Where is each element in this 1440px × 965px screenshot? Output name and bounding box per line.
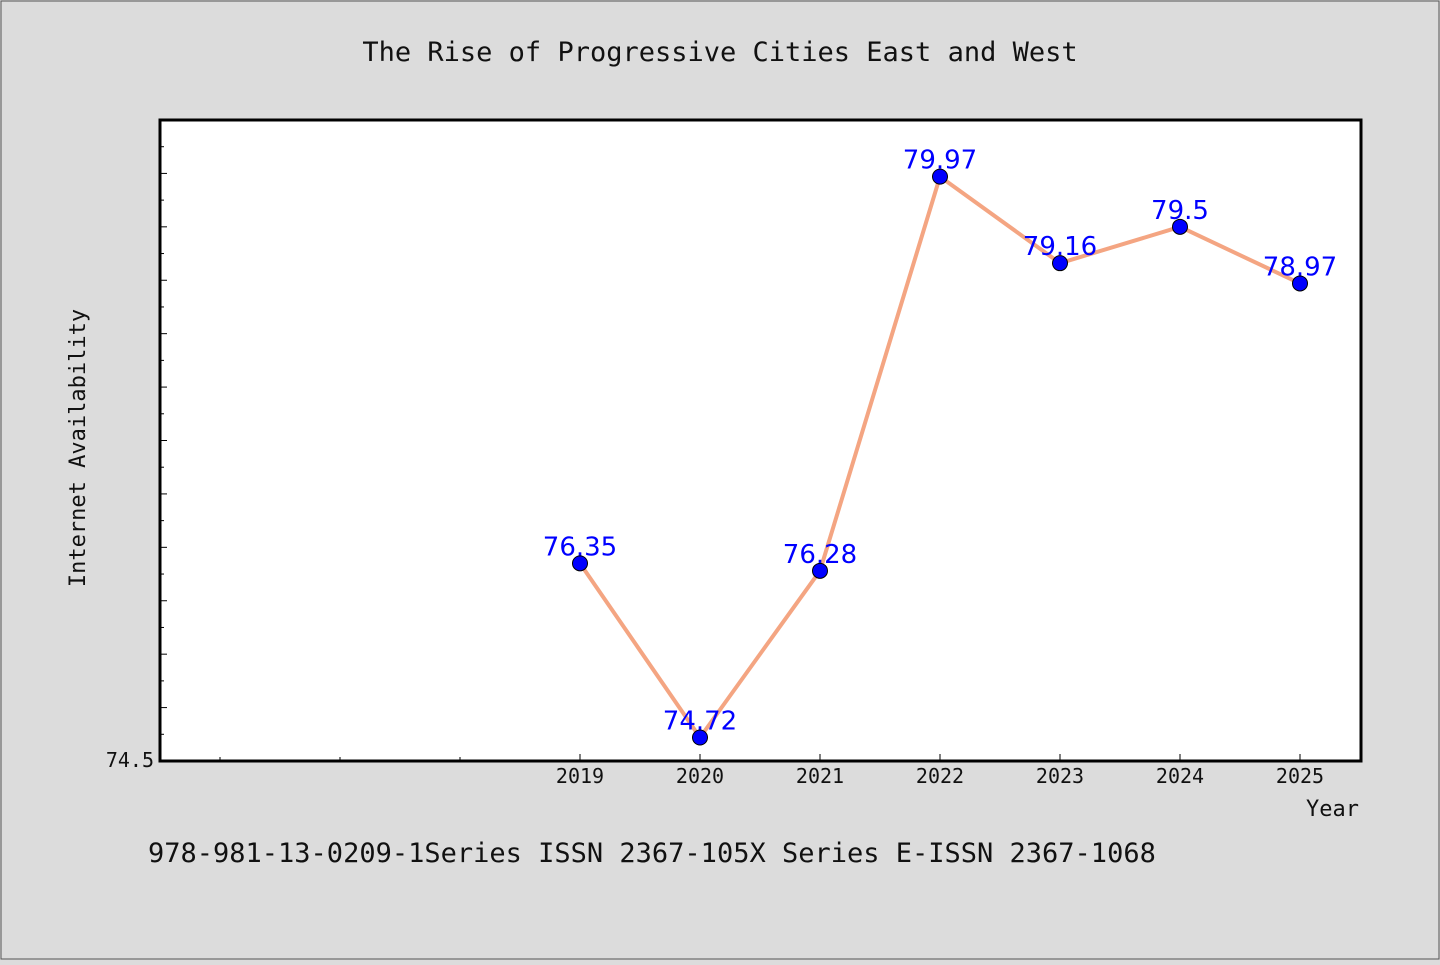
footer-isbn-text: 978-981-13-0209-1Series ISSN 2367-105X S… — [148, 838, 1156, 869]
plot-frame — [158, 118, 1363, 763]
data-point — [812, 562, 828, 579]
data-label: 79.5 — [1151, 196, 1209, 226]
data-point — [692, 729, 708, 746]
chart-title: The Rise of Progressive Cities East and … — [362, 37, 1077, 68]
axis-ticks: 74.5 2019 2020 2021 2022 2023 2024 2025 — [106, 119, 1324, 788]
x-tick-label: 2024 — [1156, 764, 1204, 788]
x-tick-label: 2022 — [916, 764, 964, 788]
x-tick-label: 2021 — [796, 764, 844, 788]
x-tick-label: 2019 — [556, 764, 604, 788]
data-point — [1052, 255, 1068, 272]
data-label: 76.28 — [783, 540, 857, 570]
data-label: 76.35 — [543, 532, 617, 562]
data-point — [932, 168, 948, 185]
x-tick-label: 2020 — [676, 764, 724, 788]
data-point — [1172, 218, 1188, 235]
x-tick-label: 2025 — [1276, 764, 1324, 788]
y-axis-title: Internet Availability — [66, 309, 91, 587]
data-label: 78.97 — [1263, 252, 1337, 282]
data-point — [572, 555, 588, 572]
data-label: 79.97 — [903, 146, 977, 176]
series-layer: 76.35 74.72 76.28 79.97 79.16 79.5 78.97 — [543, 146, 1337, 746]
data-label: 79.16 — [1023, 232, 1097, 262]
y-tick-label: 74.5 — [106, 748, 154, 772]
x-axis-title: Year — [1306, 797, 1359, 822]
data-point — [1292, 275, 1308, 292]
x-tick-label: 2023 — [1036, 764, 1084, 788]
data-label: 74.72 — [663, 706, 737, 736]
